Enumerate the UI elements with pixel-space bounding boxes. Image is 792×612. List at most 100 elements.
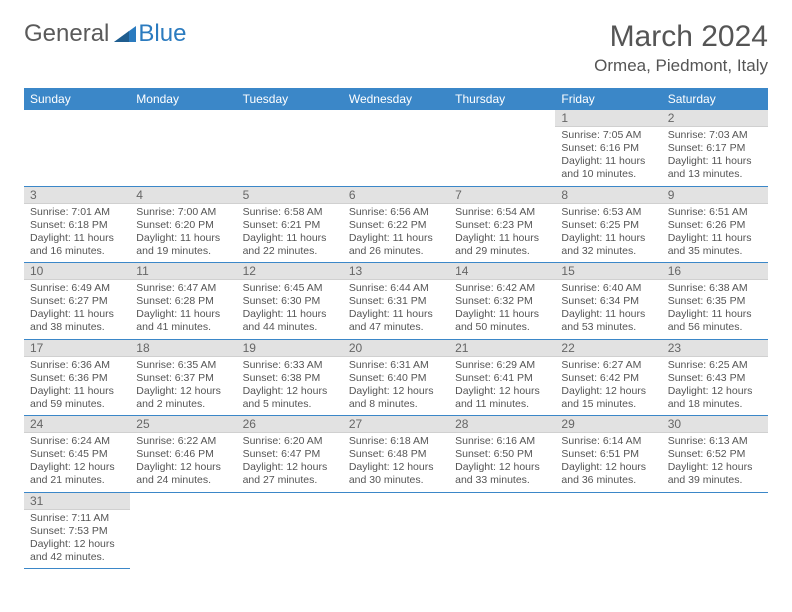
sunrise-text: Sunrise: 6:54 AM <box>455 206 549 219</box>
daylight-text: and 2 minutes. <box>136 398 230 411</box>
sunrise-text: Sunrise: 6:29 AM <box>455 359 549 372</box>
day-body: Sunrise: 6:49 AMSunset: 6:27 PMDaylight:… <box>24 280 130 339</box>
day-number: 10 <box>24 263 130 280</box>
sunrise-text: Sunrise: 6:31 AM <box>349 359 443 372</box>
daylight-text: and 41 minutes. <box>136 321 230 334</box>
day-number: 31 <box>24 493 130 510</box>
weekday-header: Friday <box>555 88 661 110</box>
calendar-cell <box>237 492 343 569</box>
daylight-text: and 21 minutes. <box>30 474 124 487</box>
daylight-text: Daylight: 12 hours <box>30 538 124 551</box>
day-body: Sunrise: 6:40 AMSunset: 6:34 PMDaylight:… <box>555 280 661 339</box>
calendar-cell <box>130 110 236 186</box>
daylight-text: and 42 minutes. <box>30 551 124 564</box>
day-body: Sunrise: 6:14 AMSunset: 6:51 PMDaylight:… <box>555 433 661 492</box>
day-number: 14 <box>449 263 555 280</box>
day-number: 30 <box>662 416 768 433</box>
daylight-text: Daylight: 12 hours <box>561 461 655 474</box>
daylight-text: Daylight: 11 hours <box>30 232 124 245</box>
day-number: 29 <box>555 416 661 433</box>
daylight-text: and 33 minutes. <box>455 474 549 487</box>
daylight-text: and 29 minutes. <box>455 245 549 258</box>
calendar-cell: 5Sunrise: 6:58 AMSunset: 6:21 PMDaylight… <box>237 186 343 263</box>
sunrise-text: Sunrise: 6:33 AM <box>243 359 337 372</box>
sunrise-text: Sunrise: 6:16 AM <box>455 435 549 448</box>
sunset-text: Sunset: 6:48 PM <box>349 448 443 461</box>
calendar-cell <box>449 110 555 186</box>
calendar-cell <box>343 492 449 569</box>
daylight-text: and 22 minutes. <box>243 245 337 258</box>
calendar-cell: 4Sunrise: 7:00 AMSunset: 6:20 PMDaylight… <box>130 186 236 263</box>
calendar-cell: 6Sunrise: 6:56 AMSunset: 6:22 PMDaylight… <box>343 186 449 263</box>
sunset-text: Sunset: 6:27 PM <box>30 295 124 308</box>
calendar-cell: 13Sunrise: 6:44 AMSunset: 6:31 PMDayligh… <box>343 263 449 340</box>
calendar-cell: 8Sunrise: 6:53 AMSunset: 6:25 PMDaylight… <box>555 186 661 263</box>
day-body: Sunrise: 6:44 AMSunset: 6:31 PMDaylight:… <box>343 280 449 339</box>
daylight-text: and 26 minutes. <box>349 245 443 258</box>
calendar-cell: 10Sunrise: 6:49 AMSunset: 6:27 PMDayligh… <box>24 263 130 340</box>
sunset-text: Sunset: 6:16 PM <box>561 142 655 155</box>
daylight-text: Daylight: 11 hours <box>136 232 230 245</box>
day-number: 1 <box>555 110 661 127</box>
daylight-text: and 30 minutes. <box>349 474 443 487</box>
daylight-text: Daylight: 11 hours <box>668 232 762 245</box>
sunset-text: Sunset: 6:45 PM <box>30 448 124 461</box>
day-number: 17 <box>24 340 130 357</box>
calendar-cell: 19Sunrise: 6:33 AMSunset: 6:38 PMDayligh… <box>237 339 343 416</box>
day-body: Sunrise: 6:36 AMSunset: 6:36 PMDaylight:… <box>24 357 130 416</box>
day-body: Sunrise: 7:05 AMSunset: 6:16 PMDaylight:… <box>555 127 661 186</box>
day-body: Sunrise: 6:18 AMSunset: 6:48 PMDaylight:… <box>343 433 449 492</box>
daylight-text: Daylight: 12 hours <box>349 461 443 474</box>
weekday-header-row: Sunday Monday Tuesday Wednesday Thursday… <box>24 88 768 110</box>
sunset-text: Sunset: 6:20 PM <box>136 219 230 232</box>
calendar-week-row: 31Sunrise: 7:11 AMSunset: 7:53 PMDayligh… <box>24 492 768 569</box>
day-number: 2 <box>662 110 768 127</box>
sunset-text: Sunset: 6:38 PM <box>243 372 337 385</box>
calendar-cell: 25Sunrise: 6:22 AMSunset: 6:46 PMDayligh… <box>130 416 236 493</box>
day-number: 21 <box>449 340 555 357</box>
day-body: Sunrise: 6:35 AMSunset: 6:37 PMDaylight:… <box>130 357 236 416</box>
calendar-cell: 3Sunrise: 7:01 AMSunset: 6:18 PMDaylight… <box>24 186 130 263</box>
day-body: Sunrise: 7:01 AMSunset: 6:18 PMDaylight:… <box>24 204 130 263</box>
sunrise-text: Sunrise: 6:14 AM <box>561 435 655 448</box>
sunset-text: Sunset: 6:35 PM <box>668 295 762 308</box>
daylight-text: and 5 minutes. <box>243 398 337 411</box>
daylight-text: and 47 minutes. <box>349 321 443 334</box>
sunrise-text: Sunrise: 6:49 AM <box>30 282 124 295</box>
daylight-text: Daylight: 11 hours <box>243 232 337 245</box>
sunset-text: Sunset: 6:21 PM <box>243 219 337 232</box>
sunset-text: Sunset: 6:37 PM <box>136 372 230 385</box>
sunset-text: Sunset: 6:23 PM <box>455 219 549 232</box>
day-body: Sunrise: 6:42 AMSunset: 6:32 PMDaylight:… <box>449 280 555 339</box>
day-number: 15 <box>555 263 661 280</box>
daylight-text: Daylight: 12 hours <box>136 461 230 474</box>
calendar-cell: 27Sunrise: 6:18 AMSunset: 6:48 PMDayligh… <box>343 416 449 493</box>
sunset-text: Sunset: 6:43 PM <box>668 372 762 385</box>
daylight-text: and 50 minutes. <box>455 321 549 334</box>
sunrise-text: Sunrise: 6:53 AM <box>561 206 655 219</box>
calendar-cell: 22Sunrise: 6:27 AMSunset: 6:42 PMDayligh… <box>555 339 661 416</box>
day-number: 27 <box>343 416 449 433</box>
daylight-text: Daylight: 11 hours <box>561 155 655 168</box>
day-body: Sunrise: 6:31 AMSunset: 6:40 PMDaylight:… <box>343 357 449 416</box>
sunset-text: Sunset: 6:31 PM <box>349 295 443 308</box>
daylight-text: Daylight: 11 hours <box>455 232 549 245</box>
calendar-cell: 11Sunrise: 6:47 AMSunset: 6:28 PMDayligh… <box>130 263 236 340</box>
day-number: 25 <box>130 416 236 433</box>
daylight-text: Daylight: 11 hours <box>455 308 549 321</box>
calendar-cell: 17Sunrise: 6:36 AMSunset: 6:36 PMDayligh… <box>24 339 130 416</box>
daylight-text: Daylight: 12 hours <box>455 461 549 474</box>
calendar-cell: 29Sunrise: 6:14 AMSunset: 6:51 PMDayligh… <box>555 416 661 493</box>
sunrise-text: Sunrise: 6:45 AM <box>243 282 337 295</box>
calendar-cell: 9Sunrise: 6:51 AMSunset: 6:26 PMDaylight… <box>662 186 768 263</box>
sunrise-text: Sunrise: 6:35 AM <box>136 359 230 372</box>
calendar-cell: 24Sunrise: 6:24 AMSunset: 6:45 PMDayligh… <box>24 416 130 493</box>
weekday-header: Wednesday <box>343 88 449 110</box>
sunset-text: Sunset: 6:50 PM <box>455 448 549 461</box>
sunrise-text: Sunrise: 7:01 AM <box>30 206 124 219</box>
day-body: Sunrise: 7:03 AMSunset: 6:17 PMDaylight:… <box>662 127 768 186</box>
weekday-header: Thursday <box>449 88 555 110</box>
calendar-cell: 14Sunrise: 6:42 AMSunset: 6:32 PMDayligh… <box>449 263 555 340</box>
calendar-cell: 1Sunrise: 7:05 AMSunset: 6:16 PMDaylight… <box>555 110 661 186</box>
sunset-text: Sunset: 6:41 PM <box>455 372 549 385</box>
